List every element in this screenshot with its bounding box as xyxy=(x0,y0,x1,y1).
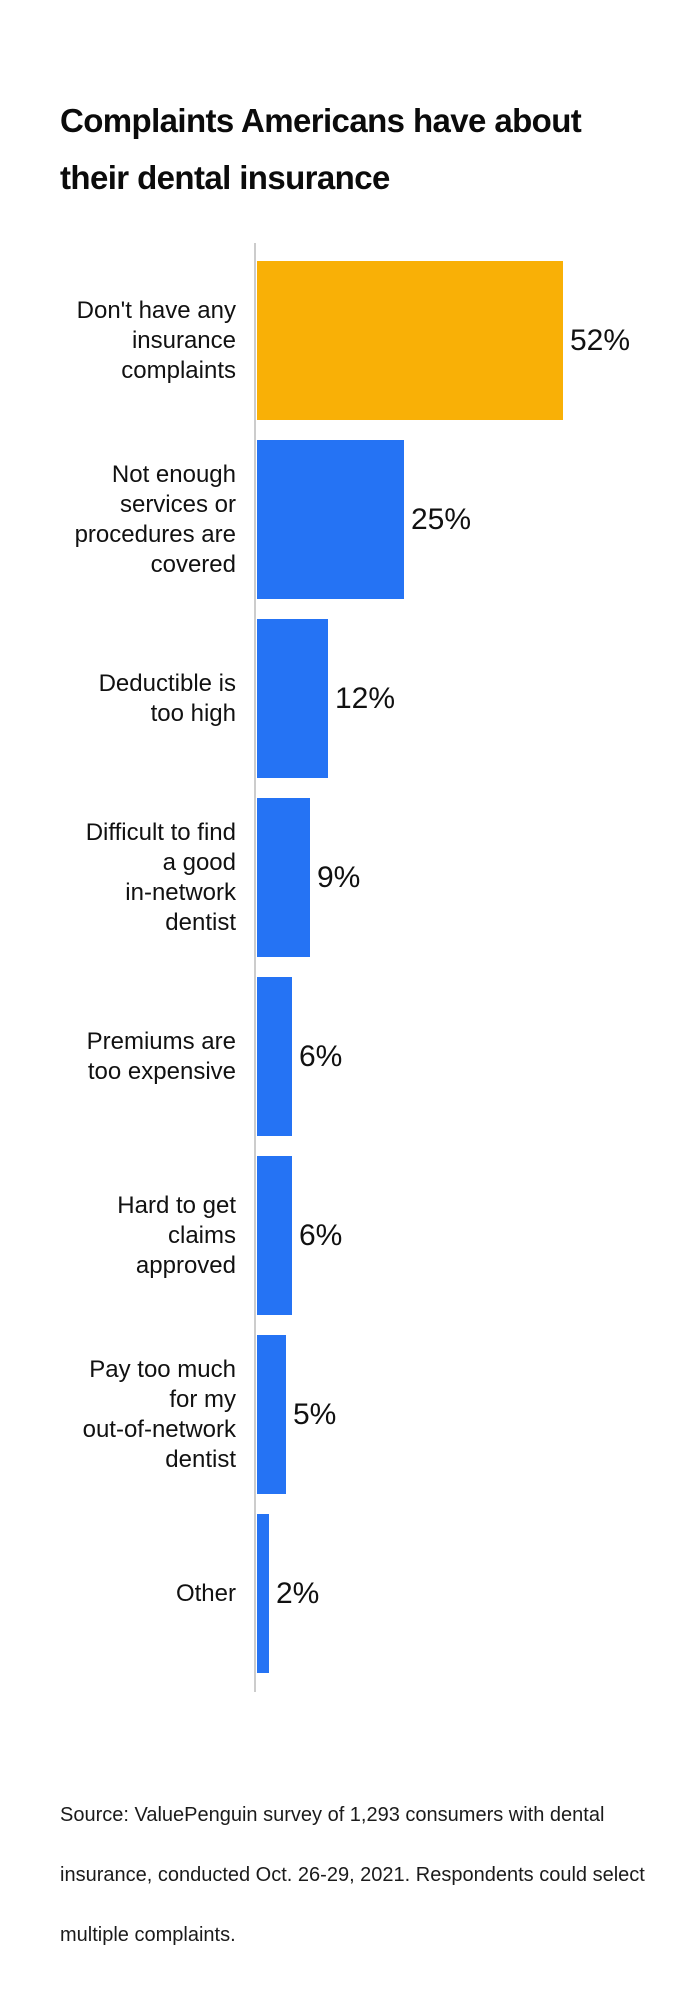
bar xyxy=(257,977,292,1136)
value-label: 5% xyxy=(293,1397,337,1431)
bar xyxy=(257,440,404,599)
category-label: Not enough services or procedures are co… xyxy=(74,460,236,578)
bar-row: Premiums are too expensive 6% xyxy=(0,977,700,1136)
category-label: Pay too much for my out-of-network denti… xyxy=(82,1355,236,1473)
bar-row: Hard to get claims approved 6% xyxy=(0,1156,700,1315)
chart-title: Complaints Americans have about their de… xyxy=(60,102,582,197)
bar-row: Deductible is too high 12% xyxy=(0,619,700,778)
y-axis-line xyxy=(254,243,256,1692)
value-label: 6% xyxy=(299,1039,343,1073)
bar xyxy=(257,619,328,778)
bar-row: Don't have any insurance complaints 52% xyxy=(0,261,700,420)
value-label: 6% xyxy=(299,1218,343,1252)
category-label: Other xyxy=(175,1579,236,1607)
bar xyxy=(257,1335,286,1494)
bar-row: Difficult to find a good in-network dent… xyxy=(0,798,700,957)
value-label: 9% xyxy=(317,860,361,894)
category-label: Deductible is too high xyxy=(98,669,236,727)
category-label: Difficult to find a good in-network dent… xyxy=(85,818,236,936)
category-label: Don't have any insurance complaints xyxy=(76,296,236,384)
bar-chart: Don't have any insurance complaints 52% … xyxy=(0,243,700,1692)
bar xyxy=(257,1156,292,1315)
bar xyxy=(257,798,310,957)
value-label: 12% xyxy=(335,681,396,715)
source-note: Source: ValuePenguin survey of 1,293 con… xyxy=(60,1804,645,1946)
value-label: 2% xyxy=(276,1576,320,1610)
value-label: 25% xyxy=(411,502,472,536)
bar-row: Not enough services or procedures are co… xyxy=(0,440,700,599)
bar xyxy=(257,261,563,420)
category-label: Hard to get claims approved xyxy=(117,1191,236,1279)
bar-row: Pay too much for my out-of-network denti… xyxy=(0,1335,700,1494)
bar xyxy=(257,1514,269,1673)
value-label: 52% xyxy=(570,323,631,357)
category-label: Premiums are too expensive xyxy=(86,1027,236,1085)
bar-row: Other 2% xyxy=(0,1514,700,1673)
